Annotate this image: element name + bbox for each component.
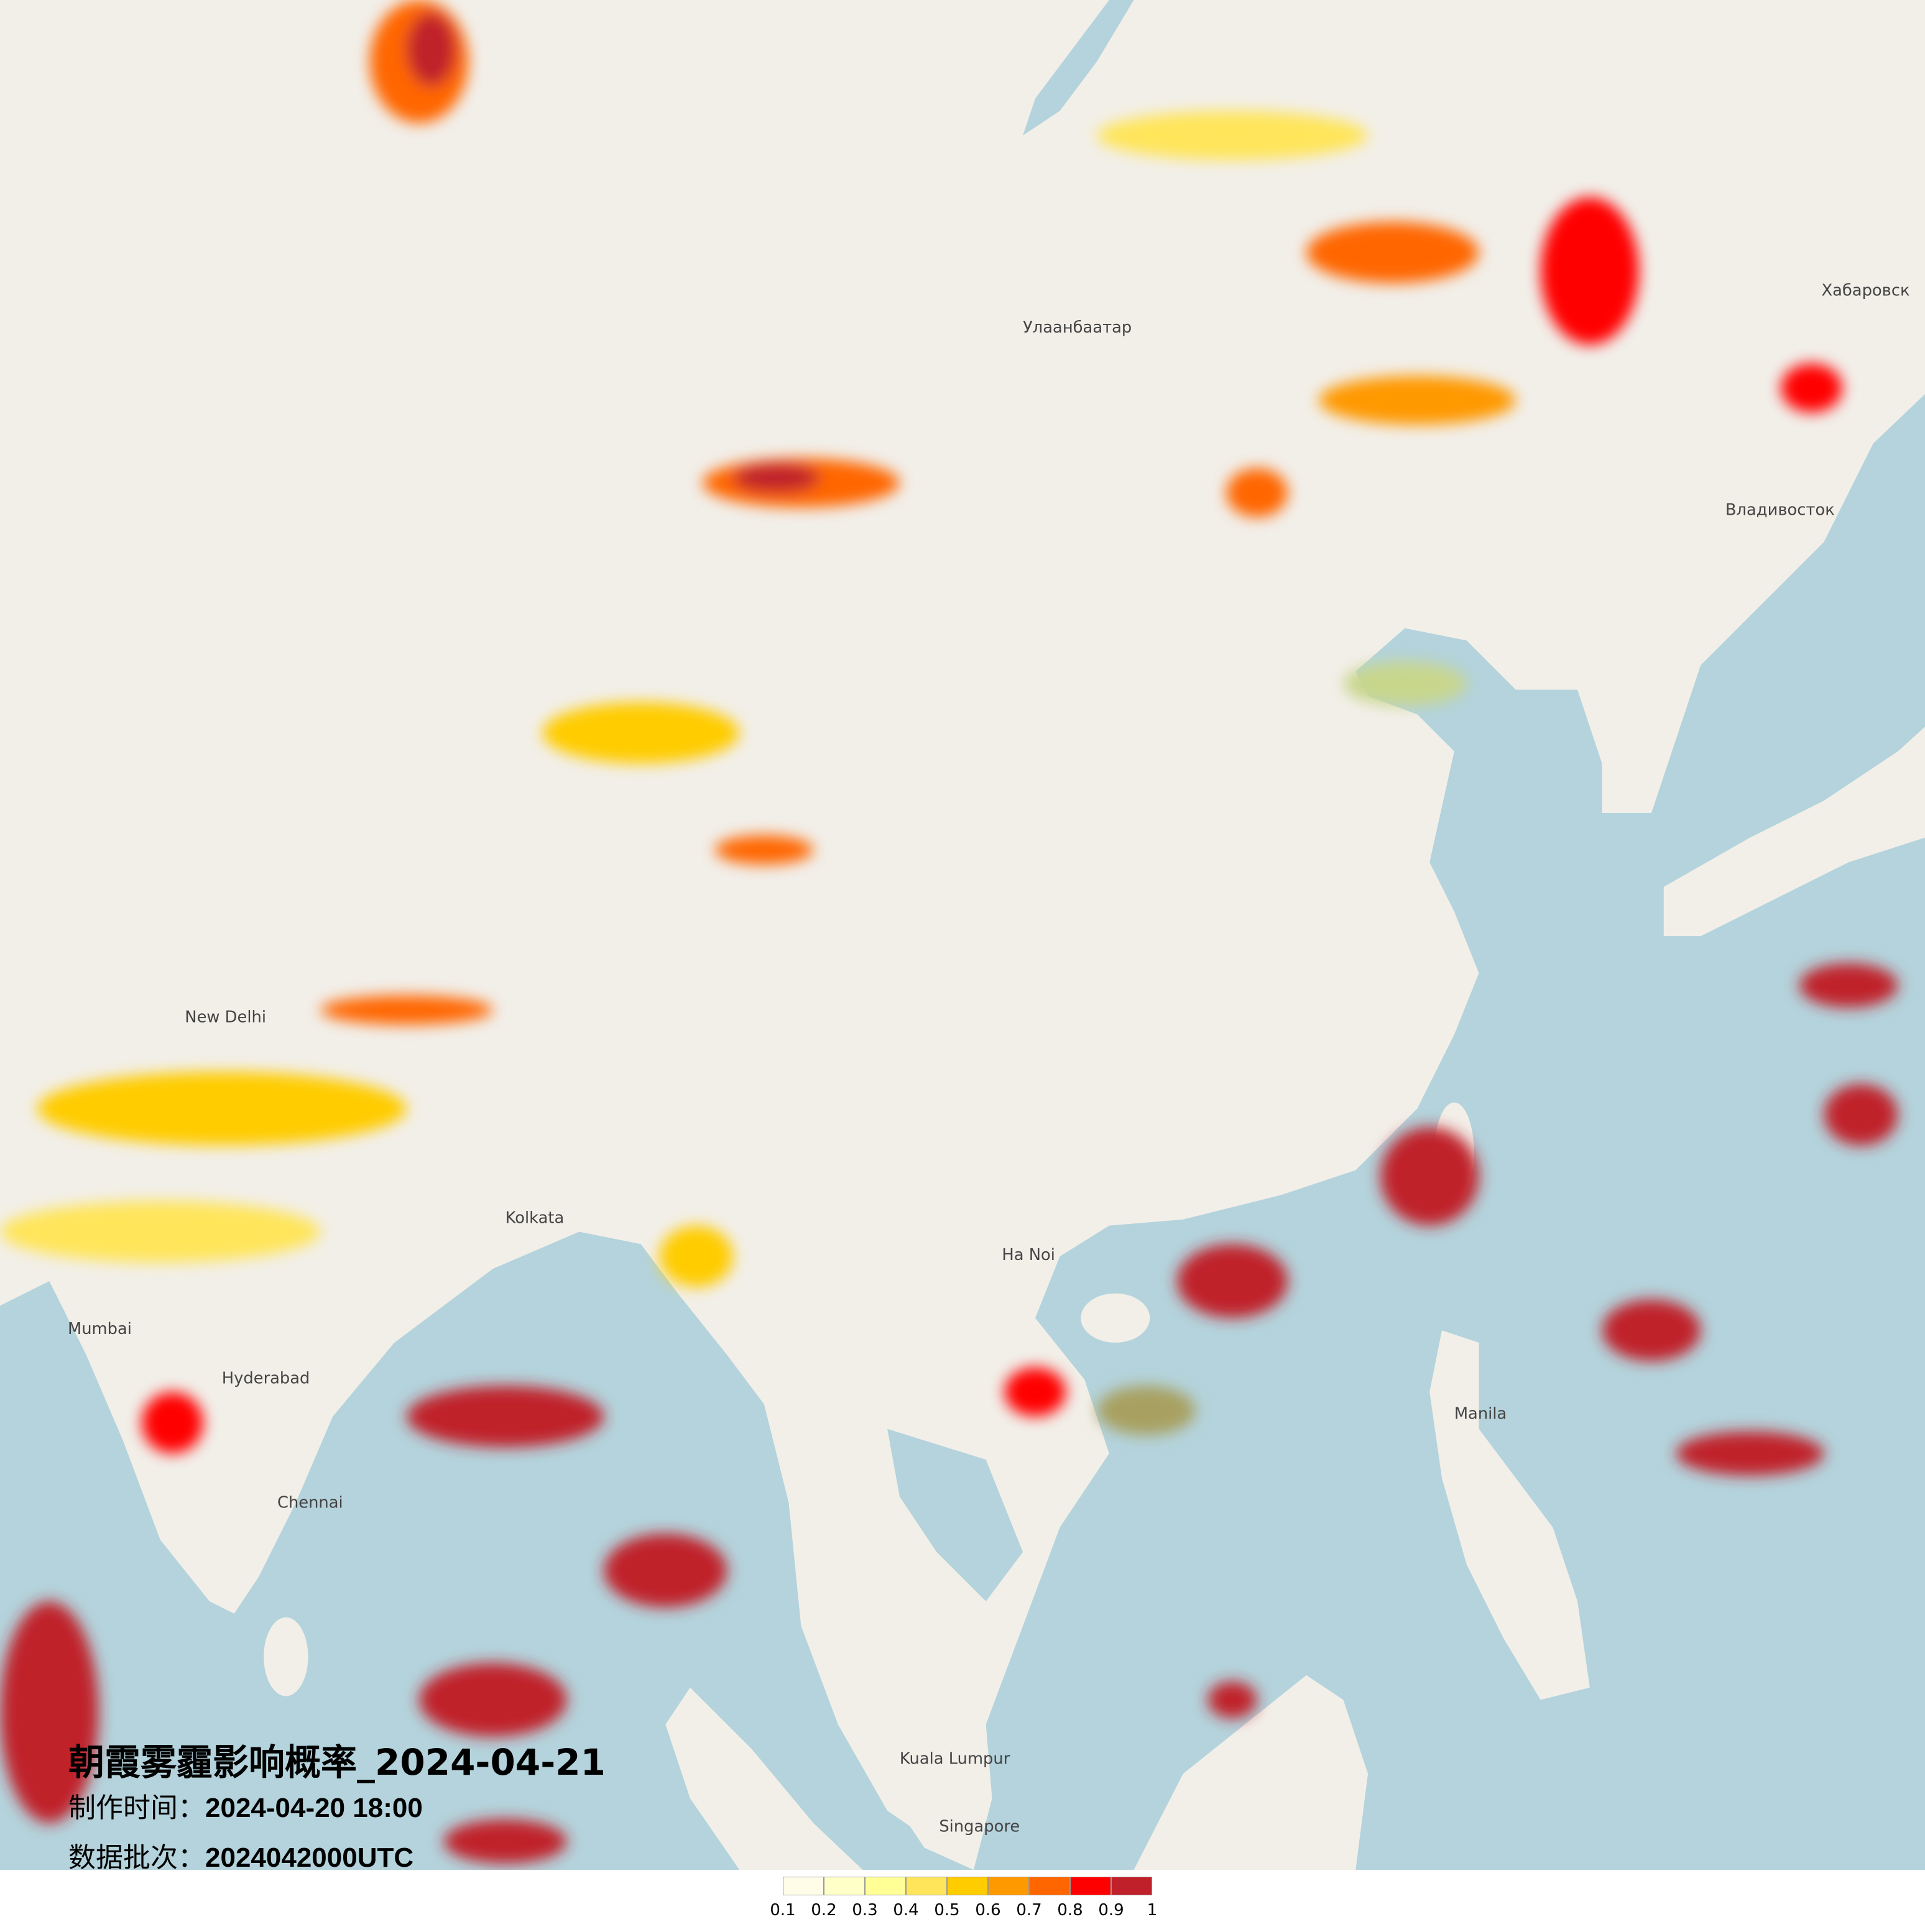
haze-region [1097,111,1369,160]
haze-region [1176,1244,1288,1318]
legend-swatch [1111,1877,1152,1895]
haze-region [1602,1299,1701,1361]
legend-tick-label: 0.1 [770,1901,796,1920]
land-sri-lanka [264,1617,308,1696]
haze-region [659,1225,734,1287]
haze-region [1318,375,1516,425]
haze-region [320,995,493,1025]
legend-swatch [824,1877,865,1895]
legend-tick-label: 0.4 [893,1901,919,1920]
haze-region [542,702,740,764]
haze-layer [0,0,1898,1864]
haze-region [37,1071,407,1146]
haze-region [733,463,820,493]
haze-region [1226,467,1288,518]
haze-region [1004,1367,1066,1417]
land-hainan [1081,1293,1150,1343]
haze-region [418,1663,567,1737]
production-time-label: 制作时间： [68,1792,205,1824]
place-labels: Улаанбаатар Хабаровск Владивосток Kolkat… [68,282,1910,1836]
haze-region [1343,661,1467,706]
data-batch: 数据批次：2024042000UTC [68,1835,413,1875]
place-label: Хабаровск [1822,282,1910,300]
legend-tick-label: 1 [1147,1901,1158,1920]
land-lake-baikal [1023,0,1134,136]
legend-tick-label: 0.3 [852,1901,878,1920]
place-label: Улаанбаатар [1023,318,1132,337]
place-label: New Delhi [185,1008,266,1027]
legend-tick-label: 0.2 [811,1901,837,1920]
haze-region [407,12,456,86]
place-label: Mumbai [68,1320,132,1338]
legend-swatch [783,1877,824,1895]
place-label: Manila [1454,1405,1507,1424]
legend-tick-label: 0.7 [1016,1901,1042,1920]
place-label: Kolkata [505,1209,565,1228]
haze-region [1540,197,1640,345]
haze-region [407,1386,604,1448]
haze-region [1306,221,1479,283]
legend-swatch [947,1877,988,1895]
basemap[interactable]: Улаанбаатар Хабаровск Владивосток Kolkat… [0,0,1925,1870]
haze-region [1824,1083,1898,1146]
land-sumatra [665,1687,863,1870]
place-label: Kuala Lumpur [900,1750,1010,1769]
haze-region [1380,1127,1479,1226]
land-japan [1663,727,1925,936]
haze-region [1097,1386,1196,1435]
haze-region [443,1819,567,1864]
haze-region [1781,363,1843,413]
place-label: Hyderabad [222,1369,310,1387]
legend-tick-label: 0.5 [934,1901,960,1920]
haze-region [0,1201,321,1263]
haze-region [604,1534,727,1608]
production-time-value: 2024-04-20 18:00 [205,1793,423,1823]
data-batch-label: 数据批次： [68,1842,205,1874]
haze-region [141,1392,204,1454]
haze-region [1207,1681,1257,1719]
legend-swatch [988,1877,1029,1895]
land-borneo [1133,1675,1369,1870]
legend-tick-label: 0.9 [1098,1901,1124,1920]
place-label: Ha Noi [1002,1246,1055,1264]
color-legend [783,1877,1152,1895]
legend-swatch [865,1877,906,1895]
map-title: 朝霞雾霾影响概率_2024-04-21 [68,1741,606,1783]
haze-region [714,835,814,865]
legend-swatch [1029,1877,1070,1895]
legend-tick-label: 0.6 [975,1901,1001,1920]
legend-tick-label: 0.8 [1057,1901,1083,1920]
place-label: Chennai [277,1493,343,1512]
sea-indian-ocean [0,1231,974,1870]
haze-region [1799,963,1898,1008]
sea-gulf-of-thailand [887,1428,1023,1602]
legend-swatch [1070,1877,1111,1895]
haze-region [1676,1431,1824,1476]
place-label: Singapore [939,1818,1020,1836]
haze-region [0,1601,99,1823]
land-philippines [1429,1330,1590,1700]
legend-swatch [906,1877,947,1895]
data-batch-value: 2024042000UTC [205,1842,414,1873]
place-label: Владивосток [1725,500,1835,519]
production-time: 制作时间：2024-04-20 18:00 [68,1785,423,1825]
land-malay-peninsula [801,1515,986,1870]
